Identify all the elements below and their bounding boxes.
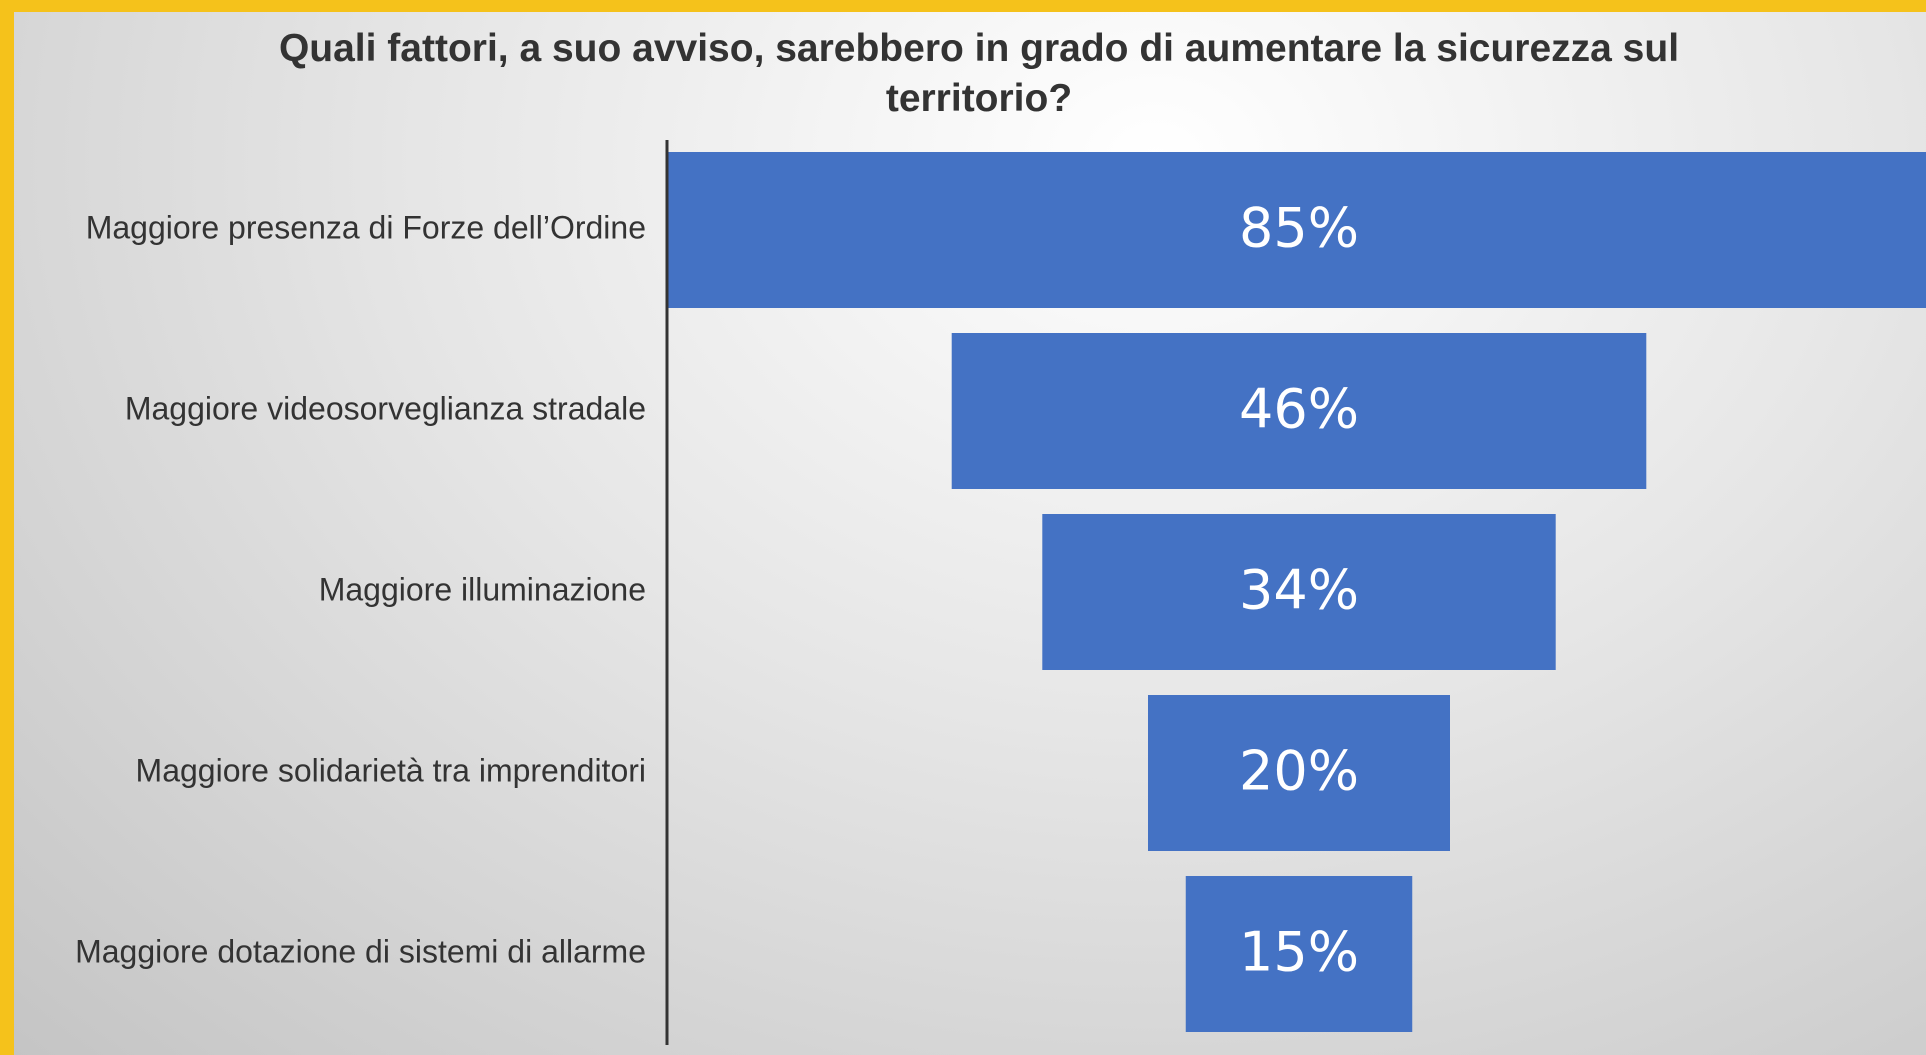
category-label: Maggiore illuminazione (319, 571, 646, 607)
category-label: Maggiore solidarietà tra imprenditori (136, 752, 646, 788)
chart-title: Quali fattori, a suo avviso, sarebbero i… (278, 27, 1680, 120)
category-label: Maggiore videosorveglianza stradale (125, 390, 646, 426)
value-label: 15% (1239, 921, 1359, 984)
bar (1042, 514, 1556, 670)
bar (951, 333, 1647, 489)
bar (1148, 695, 1450, 851)
value-label: 34% (1239, 559, 1359, 622)
bars (667, 152, 1926, 1032)
bar (667, 152, 1926, 308)
bar (1185, 876, 1413, 1032)
value-label: 85% (1239, 197, 1359, 260)
value-label: 46% (1239, 378, 1359, 441)
category-label: Maggiore dotazione di sistemi di allarme (75, 933, 646, 969)
category-label: Maggiore presenza di Forze dell’Ordine (86, 209, 646, 245)
value-label: 20% (1239, 740, 1359, 803)
